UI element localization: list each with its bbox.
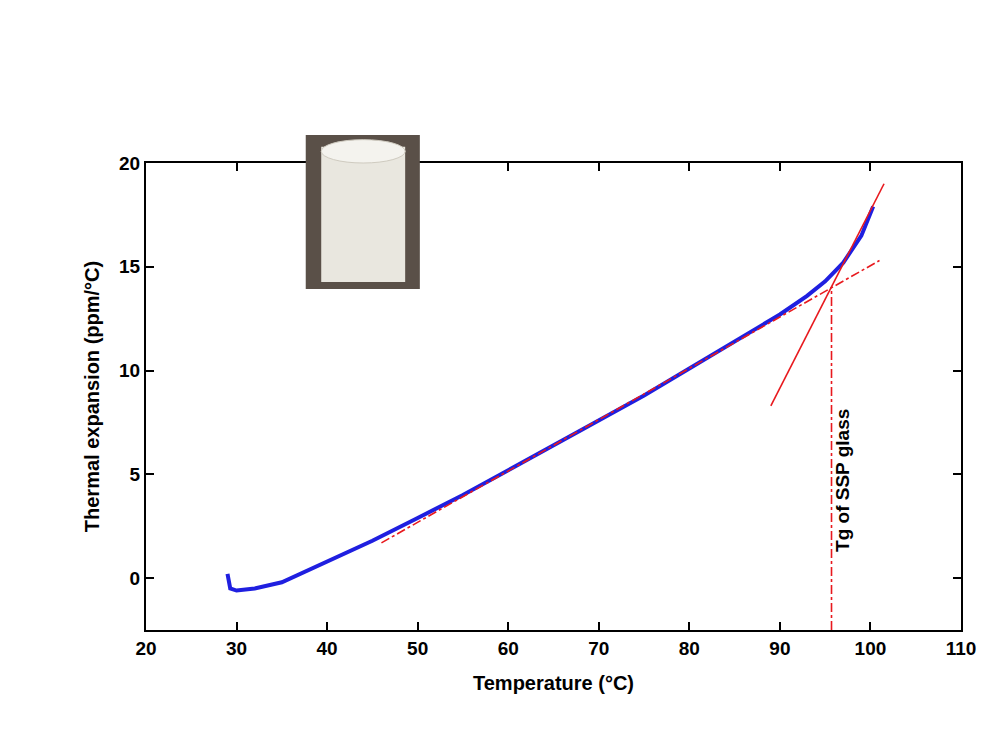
svg-text:Thermal expansion (ppm/°C): Thermal expansion (ppm/°C) <box>81 261 103 532</box>
svg-text:20: 20 <box>119 153 140 174</box>
svg-text:5: 5 <box>130 464 141 485</box>
svg-text:0: 0 <box>130 568 141 589</box>
svg-text:15: 15 <box>119 256 141 277</box>
svg-text:40: 40 <box>317 638 338 659</box>
svg-text:80: 80 <box>679 638 700 659</box>
svg-text:100: 100 <box>855 638 887 659</box>
svg-text:20: 20 <box>135 638 156 659</box>
svg-text:90: 90 <box>769 638 790 659</box>
svg-text:60: 60 <box>498 638 519 659</box>
svg-text:110: 110 <box>946 638 977 659</box>
svg-text:Temperature (°C): Temperature (°C) <box>473 672 634 694</box>
svg-text:10: 10 <box>119 360 140 381</box>
svg-text:30: 30 <box>226 638 247 659</box>
svg-text:70: 70 <box>588 638 609 659</box>
svg-text:Tg of SSP glass: Tg of SSP glass <box>832 409 853 552</box>
svg-text:50: 50 <box>407 638 428 659</box>
